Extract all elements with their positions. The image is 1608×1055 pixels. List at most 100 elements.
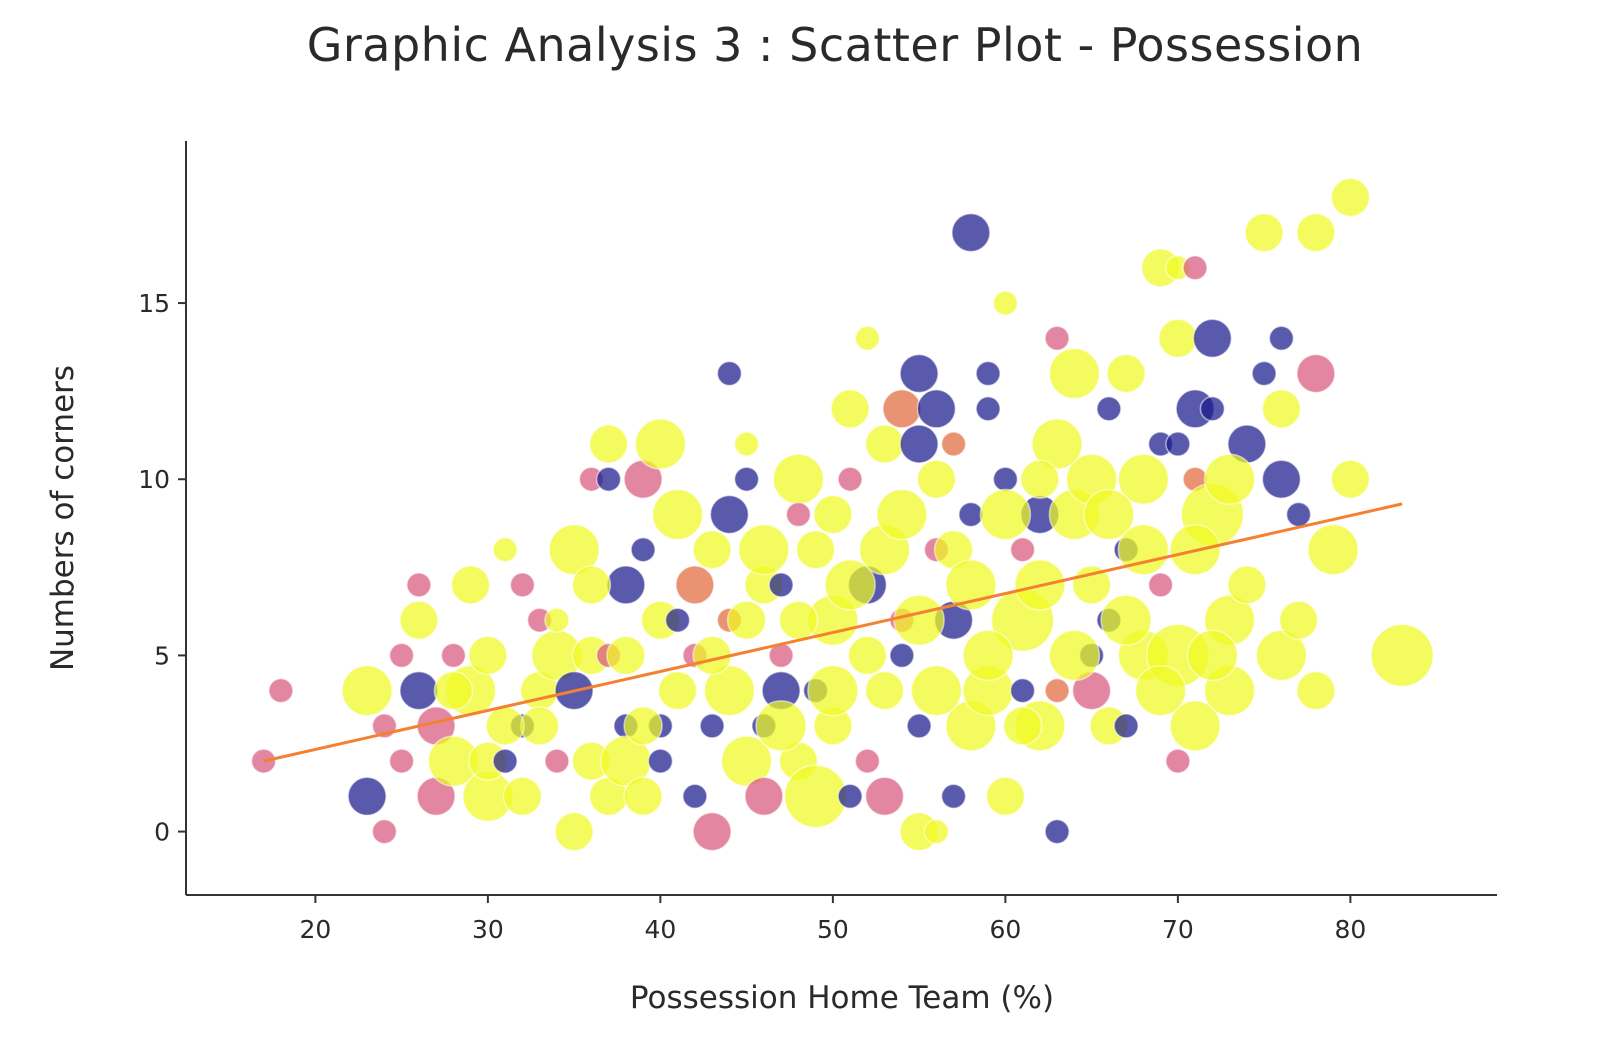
scatter-point xyxy=(830,389,870,429)
axes-layer xyxy=(185,141,1497,896)
scatter-point xyxy=(992,290,1019,316)
scatter-point xyxy=(1044,677,1070,704)
chart-title: Graphic Analysis 3 : Scatter Plot - Poss… xyxy=(306,18,1364,72)
scatter-point xyxy=(755,700,807,752)
scatter-point xyxy=(509,572,536,598)
scatter-point xyxy=(1296,670,1336,711)
scatter-point xyxy=(1009,536,1036,563)
y-ticks: 0 5 10 15 xyxy=(138,289,186,847)
scatter-point xyxy=(837,466,863,492)
trendline xyxy=(263,502,1403,763)
scatter-point xyxy=(876,488,928,541)
y-axis-title: Numbers of corners xyxy=(45,365,81,671)
scatter-point xyxy=(347,776,387,817)
scatter-point xyxy=(1031,418,1083,470)
scatter-point xyxy=(847,635,888,676)
x-tick-label: 40 xyxy=(644,915,676,944)
scatter-point xyxy=(1096,396,1122,422)
scatter-point xyxy=(785,501,812,528)
scatter-point xyxy=(1370,623,1434,688)
scatter-point xyxy=(1165,748,1191,774)
scatter-point xyxy=(854,748,881,774)
scatter-point xyxy=(1117,453,1170,505)
scatter-point xyxy=(651,488,704,541)
scatter-point xyxy=(341,664,393,717)
scatter-point xyxy=(554,811,594,852)
scatter-point xyxy=(889,642,915,669)
scatter-point xyxy=(916,389,957,429)
scatter-point xyxy=(406,572,432,598)
scatter-point xyxy=(1113,713,1139,739)
scatter-point xyxy=(1002,706,1043,746)
scatter-point xyxy=(1203,453,1256,505)
points-layer xyxy=(250,177,1434,852)
scatter-point xyxy=(388,748,415,774)
scatter-point xyxy=(726,600,767,640)
scatter-point xyxy=(647,748,674,774)
scatter-point xyxy=(502,776,543,817)
scatter-point xyxy=(1182,255,1208,281)
scatter-point xyxy=(899,424,939,464)
scatter-point xyxy=(1255,629,1308,682)
scatter-point xyxy=(985,776,1026,817)
scatter-point xyxy=(837,783,863,810)
scatter-point xyxy=(399,600,439,640)
scatter-point xyxy=(544,748,570,774)
scatter-point xyxy=(571,565,612,605)
scatter-point xyxy=(783,764,848,829)
scatter-point xyxy=(1117,523,1170,576)
scatter-point xyxy=(1083,488,1135,541)
scatter-point xyxy=(1278,600,1319,640)
scatter-point xyxy=(371,818,398,845)
y-tick-label: 0 xyxy=(154,818,170,847)
x-tick-label: 50 xyxy=(817,915,849,944)
scatter-point xyxy=(1134,664,1187,717)
x-axis-title: Possession Home Team (%) xyxy=(630,980,1054,1016)
scatter-point xyxy=(634,418,687,470)
scatter-point xyxy=(440,642,467,669)
scatter-point xyxy=(733,431,760,457)
scatter-point xyxy=(1227,565,1267,605)
scatter-point xyxy=(1244,212,1284,253)
x-tick-label: 60 xyxy=(989,915,1021,944)
scatter-point xyxy=(813,494,853,535)
scatter-point xyxy=(923,818,950,845)
scatter-point xyxy=(893,594,945,646)
scatter-point xyxy=(720,735,773,787)
scatter-point xyxy=(664,607,691,633)
scatter-point xyxy=(975,360,1001,387)
scatter-point xyxy=(519,706,560,746)
scatter-point xyxy=(1296,353,1336,394)
scatter-point xyxy=(1192,318,1233,359)
scatter-point xyxy=(606,635,646,676)
scatter-point xyxy=(1158,318,1198,359)
scatter-point xyxy=(1330,459,1371,499)
scatter-point xyxy=(682,783,708,810)
scatter-point xyxy=(1100,594,1152,646)
scatter-point xyxy=(716,360,743,387)
scatter-point xyxy=(1044,325,1070,352)
scatter-point xyxy=(1186,629,1239,682)
scatter-point xyxy=(910,664,963,717)
scatter-point xyxy=(692,811,732,852)
scatter-point xyxy=(1009,677,1036,704)
scatter-point xyxy=(951,212,991,253)
x-tick-label: 30 xyxy=(472,915,504,944)
scatter-point xyxy=(606,565,646,605)
y-tick-label: 15 xyxy=(138,289,170,318)
scatter-point xyxy=(250,748,277,774)
scatter-point xyxy=(657,670,698,711)
scatter-point xyxy=(733,466,760,492)
scatter-point xyxy=(916,459,957,499)
scatter-point xyxy=(623,776,663,817)
scatter-point xyxy=(699,713,725,739)
scatter-point xyxy=(1048,347,1101,400)
scatter-point xyxy=(975,396,1001,422)
scatter-point xyxy=(738,523,790,576)
scatter-point xyxy=(630,536,656,563)
y-tick-label: 10 xyxy=(138,465,170,494)
scatter-point xyxy=(548,523,600,576)
scatter-point xyxy=(899,353,939,394)
x-tick-label: 70 xyxy=(1162,915,1194,944)
